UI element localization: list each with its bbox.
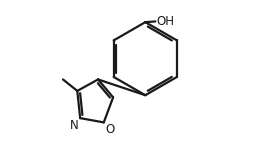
Text: OH: OH — [156, 15, 174, 28]
Text: N: N — [70, 119, 79, 132]
Text: O: O — [106, 123, 115, 136]
